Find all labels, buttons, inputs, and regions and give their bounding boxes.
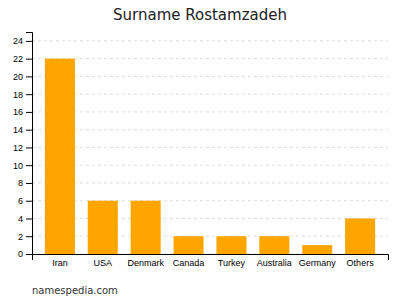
- bar: [345, 218, 375, 254]
- y-tick-label: 0: [18, 249, 23, 259]
- y-tick: 20: [13, 72, 32, 82]
- bars: [45, 59, 375, 254]
- x-tick: Denmark: [127, 258, 164, 268]
- y-tick-mark: [26, 94, 32, 95]
- y-tick-mark: [26, 236, 32, 237]
- x-tick-label: USA: [94, 258, 113, 268]
- y-tick-mark: [26, 112, 32, 113]
- bar: [131, 201, 161, 254]
- grid-line: [32, 76, 388, 77]
- y-tick-label: 10: [13, 161, 23, 171]
- y-tick-mark: [26, 59, 32, 60]
- y-tick-mark: [26, 201, 32, 202]
- grid-line: [32, 165, 388, 166]
- grid-line: [32, 182, 388, 183]
- y-tick-mark: [26, 183, 32, 184]
- bar: [259, 236, 289, 254]
- y-tick: 6: [18, 196, 32, 206]
- y-tick: 14: [13, 125, 32, 135]
- y-tick-mark: [26, 130, 32, 131]
- y-tick: 8: [18, 178, 32, 188]
- y-tick: 16: [13, 107, 32, 117]
- x-tick-label: Germany: [299, 258, 337, 268]
- x-tick: Others: [347, 258, 375, 268]
- y-tick-mark: [26, 76, 32, 77]
- x-tick: Germany: [299, 258, 337, 268]
- y-tick: 18: [13, 90, 32, 100]
- y-tick-label: 20: [13, 72, 23, 82]
- y-tick-label: 18: [13, 90, 23, 100]
- grid-line: [32, 58, 388, 59]
- grid-line: [32, 111, 388, 112]
- annotation: namespedia.com: [32, 285, 118, 296]
- bar: [216, 236, 246, 254]
- y-tick-mark: [26, 218, 32, 219]
- y-tick-label: 6: [18, 196, 23, 206]
- y-tick-label: 16: [13, 107, 23, 117]
- grid-line: [32, 236, 388, 237]
- x-tick: USA: [94, 258, 113, 268]
- y-tick-mark: [26, 147, 32, 148]
- y-axis-line: [26, 33, 33, 255]
- y-tick: 22: [13, 54, 32, 64]
- y-axis: 024681012141618202224: [13, 33, 33, 260]
- y-tick: 2: [18, 232, 32, 242]
- grid-line: [32, 218, 388, 219]
- plot-area: 024681012141618202224IranUSADenmarkCanad…: [13, 33, 389, 269]
- grid-line: [32, 94, 388, 95]
- bar: [174, 236, 204, 254]
- x-tick-label: Denmark: [127, 258, 164, 268]
- bar: [88, 201, 118, 254]
- y-tick-mark: [26, 165, 32, 166]
- x-tick-label: Turkey: [218, 258, 246, 268]
- y-tick-label: 4: [18, 214, 23, 224]
- y-tick: 4: [18, 214, 32, 224]
- y-tick: 10: [13, 161, 32, 171]
- y-tick-label: 14: [13, 125, 23, 135]
- title: Surname Rostamzadeh: [113, 6, 287, 24]
- y-tick-mark: [26, 254, 32, 255]
- grid: [32, 41, 388, 254]
- y-tick: 24: [13, 36, 32, 46]
- y-tick-label: 8: [18, 178, 23, 188]
- x-tick-label: Iran: [52, 258, 68, 268]
- x-axis: Iran USA Denmark Canada Turkey Australia Germa…: [33, 255, 389, 269]
- grid-line: [32, 147, 388, 148]
- grid-line: [32, 40, 388, 41]
- x-tick: Turkey: [218, 258, 246, 268]
- x-tick-label: Australia: [257, 258, 292, 268]
- x-tick-label: Others: [347, 258, 375, 268]
- x-tick-label: Canada: [173, 258, 205, 268]
- y-tick-label: 24: [13, 36, 23, 46]
- grid-line: [32, 200, 388, 201]
- y-tick-label: 22: [13, 54, 23, 64]
- x-tick: Australia: [257, 258, 292, 268]
- x-tick: Canada: [173, 258, 205, 268]
- x-tick: Iran: [52, 258, 68, 268]
- bar: [45, 59, 75, 254]
- bar: [302, 245, 332, 254]
- grid-line: [32, 129, 388, 130]
- y-tick-label: 2: [18, 232, 23, 242]
- chart: 024681012141618202224IranUSADenmarkCanad…: [0, 0, 400, 300]
- y-tick-label: 12: [13, 143, 23, 153]
- y-tick: 0: [18, 249, 32, 259]
- y-tick: 12: [13, 143, 32, 153]
- y-tick-mark: [26, 41, 32, 42]
